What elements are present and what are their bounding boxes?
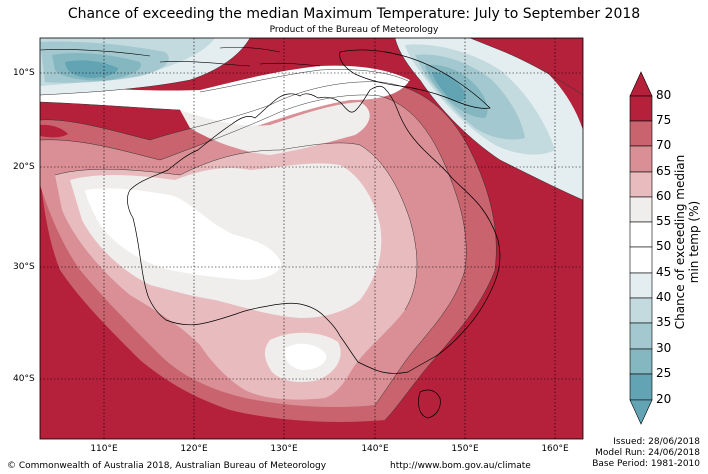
- new-guinea: [339, 49, 491, 109]
- colorbar-tick-60: 60: [656, 189, 672, 203]
- model-run-date: Model Run: 24/06/2018: [595, 448, 700, 458]
- colorbar-seg-50-55: [629, 221, 653, 248]
- colorbar-tick-75: 75: [656, 113, 672, 127]
- zone-50-south-core: [284, 343, 327, 370]
- colorbar-seg-70-75: [629, 120, 653, 147]
- copyright-notice: © Commonwealth of Australia 2018, Austra…: [7, 461, 327, 471]
- lat-label-40s: 40°S: [13, 374, 35, 384]
- contour-lines: [40, 38, 583, 421]
- lat-label-10s: 10°S: [13, 68, 35, 78]
- colorbar-seg-55-60: [629, 196, 653, 223]
- colorbar: [629, 71, 653, 425]
- lon-label-150e: 150°E: [451, 444, 479, 454]
- issued-date: Issued: 28/06/2018: [613, 437, 700, 447]
- colorbar-tick-45: 45: [656, 265, 672, 279]
- zone-nw-20-25: [65, 60, 118, 78]
- colorbar-title: Chance of exceeding median min temp (%): [673, 154, 701, 330]
- issue-info: Issued: 28/06/2018 Model Run: 24/06/2018…: [592, 437, 700, 470]
- zone-north-white: [40, 65, 410, 127]
- colorbar-seg-20-25: [629, 373, 653, 401]
- colorbar-tick-40: 40: [656, 290, 672, 304]
- colorbar-seg-40-45: [629, 272, 653, 299]
- lon-label-110e: 110°E: [90, 444, 118, 454]
- colorbar-tick-50: 50: [656, 239, 672, 253]
- lat-label-30s: 30°S: [13, 262, 35, 272]
- colorbar-tick-30: 30: [656, 341, 672, 355]
- lon-label-140e: 140°E: [361, 444, 389, 454]
- chart-title: Chance of exceeding the median Maximum T…: [67, 6, 641, 22]
- colorbar-seg-25-30: [629, 348, 653, 375]
- zone-ne-20-25: [432, 72, 466, 102]
- base-period: Base Period: 1981-2010: [592, 459, 700, 469]
- colorbar-seg-45-50: [629, 246, 653, 274]
- colorbar-tick-65: 65: [656, 164, 672, 178]
- colorbar-seg-35-40: [629, 297, 653, 324]
- chart-subtitle: Product of the Bureau of Meteorology: [269, 25, 439, 35]
- colorbar-tick-35: 35: [656, 315, 672, 329]
- map-frame: [39, 37, 584, 440]
- bom-url: http://www.bom.gov.au/climate: [390, 461, 531, 471]
- map-field: [40, 38, 583, 439]
- colorbar-seg-65-70: [629, 145, 653, 173]
- colorbar-tick-20: 20: [656, 392, 672, 406]
- coastline: [127, 85, 501, 374]
- colorbar-bottom-arrow: [629, 399, 653, 425]
- colorbar-tick-55: 55: [656, 214, 672, 228]
- colorbar-seg-30-35: [629, 322, 653, 350]
- colorbar-tick-80: 80: [656, 88, 672, 102]
- lon-label-120e: 120°E: [180, 444, 208, 454]
- zone-north-grey: [180, 102, 370, 155]
- lat-label-20s: 20°S: [13, 162, 35, 172]
- colorbar-tick-25: 25: [656, 366, 672, 380]
- lon-label-130e: 130°E: [270, 444, 298, 454]
- zone-50-55: [85, 188, 281, 280]
- lon-label-160e: 160°E: [541, 444, 569, 454]
- colorbar-seg-60-65: [629, 171, 653, 198]
- colorbar-tick-70: 70: [656, 138, 672, 152]
- tasmania: [418, 389, 441, 419]
- indonesia-islands: [40, 46, 321, 67]
- colorbar-top-arrow: [629, 71, 653, 97]
- colorbar-seg-75-80: [629, 95, 653, 122]
- zone-w-75-80: [40, 124, 68, 138]
- graticule: [40, 38, 583, 439]
